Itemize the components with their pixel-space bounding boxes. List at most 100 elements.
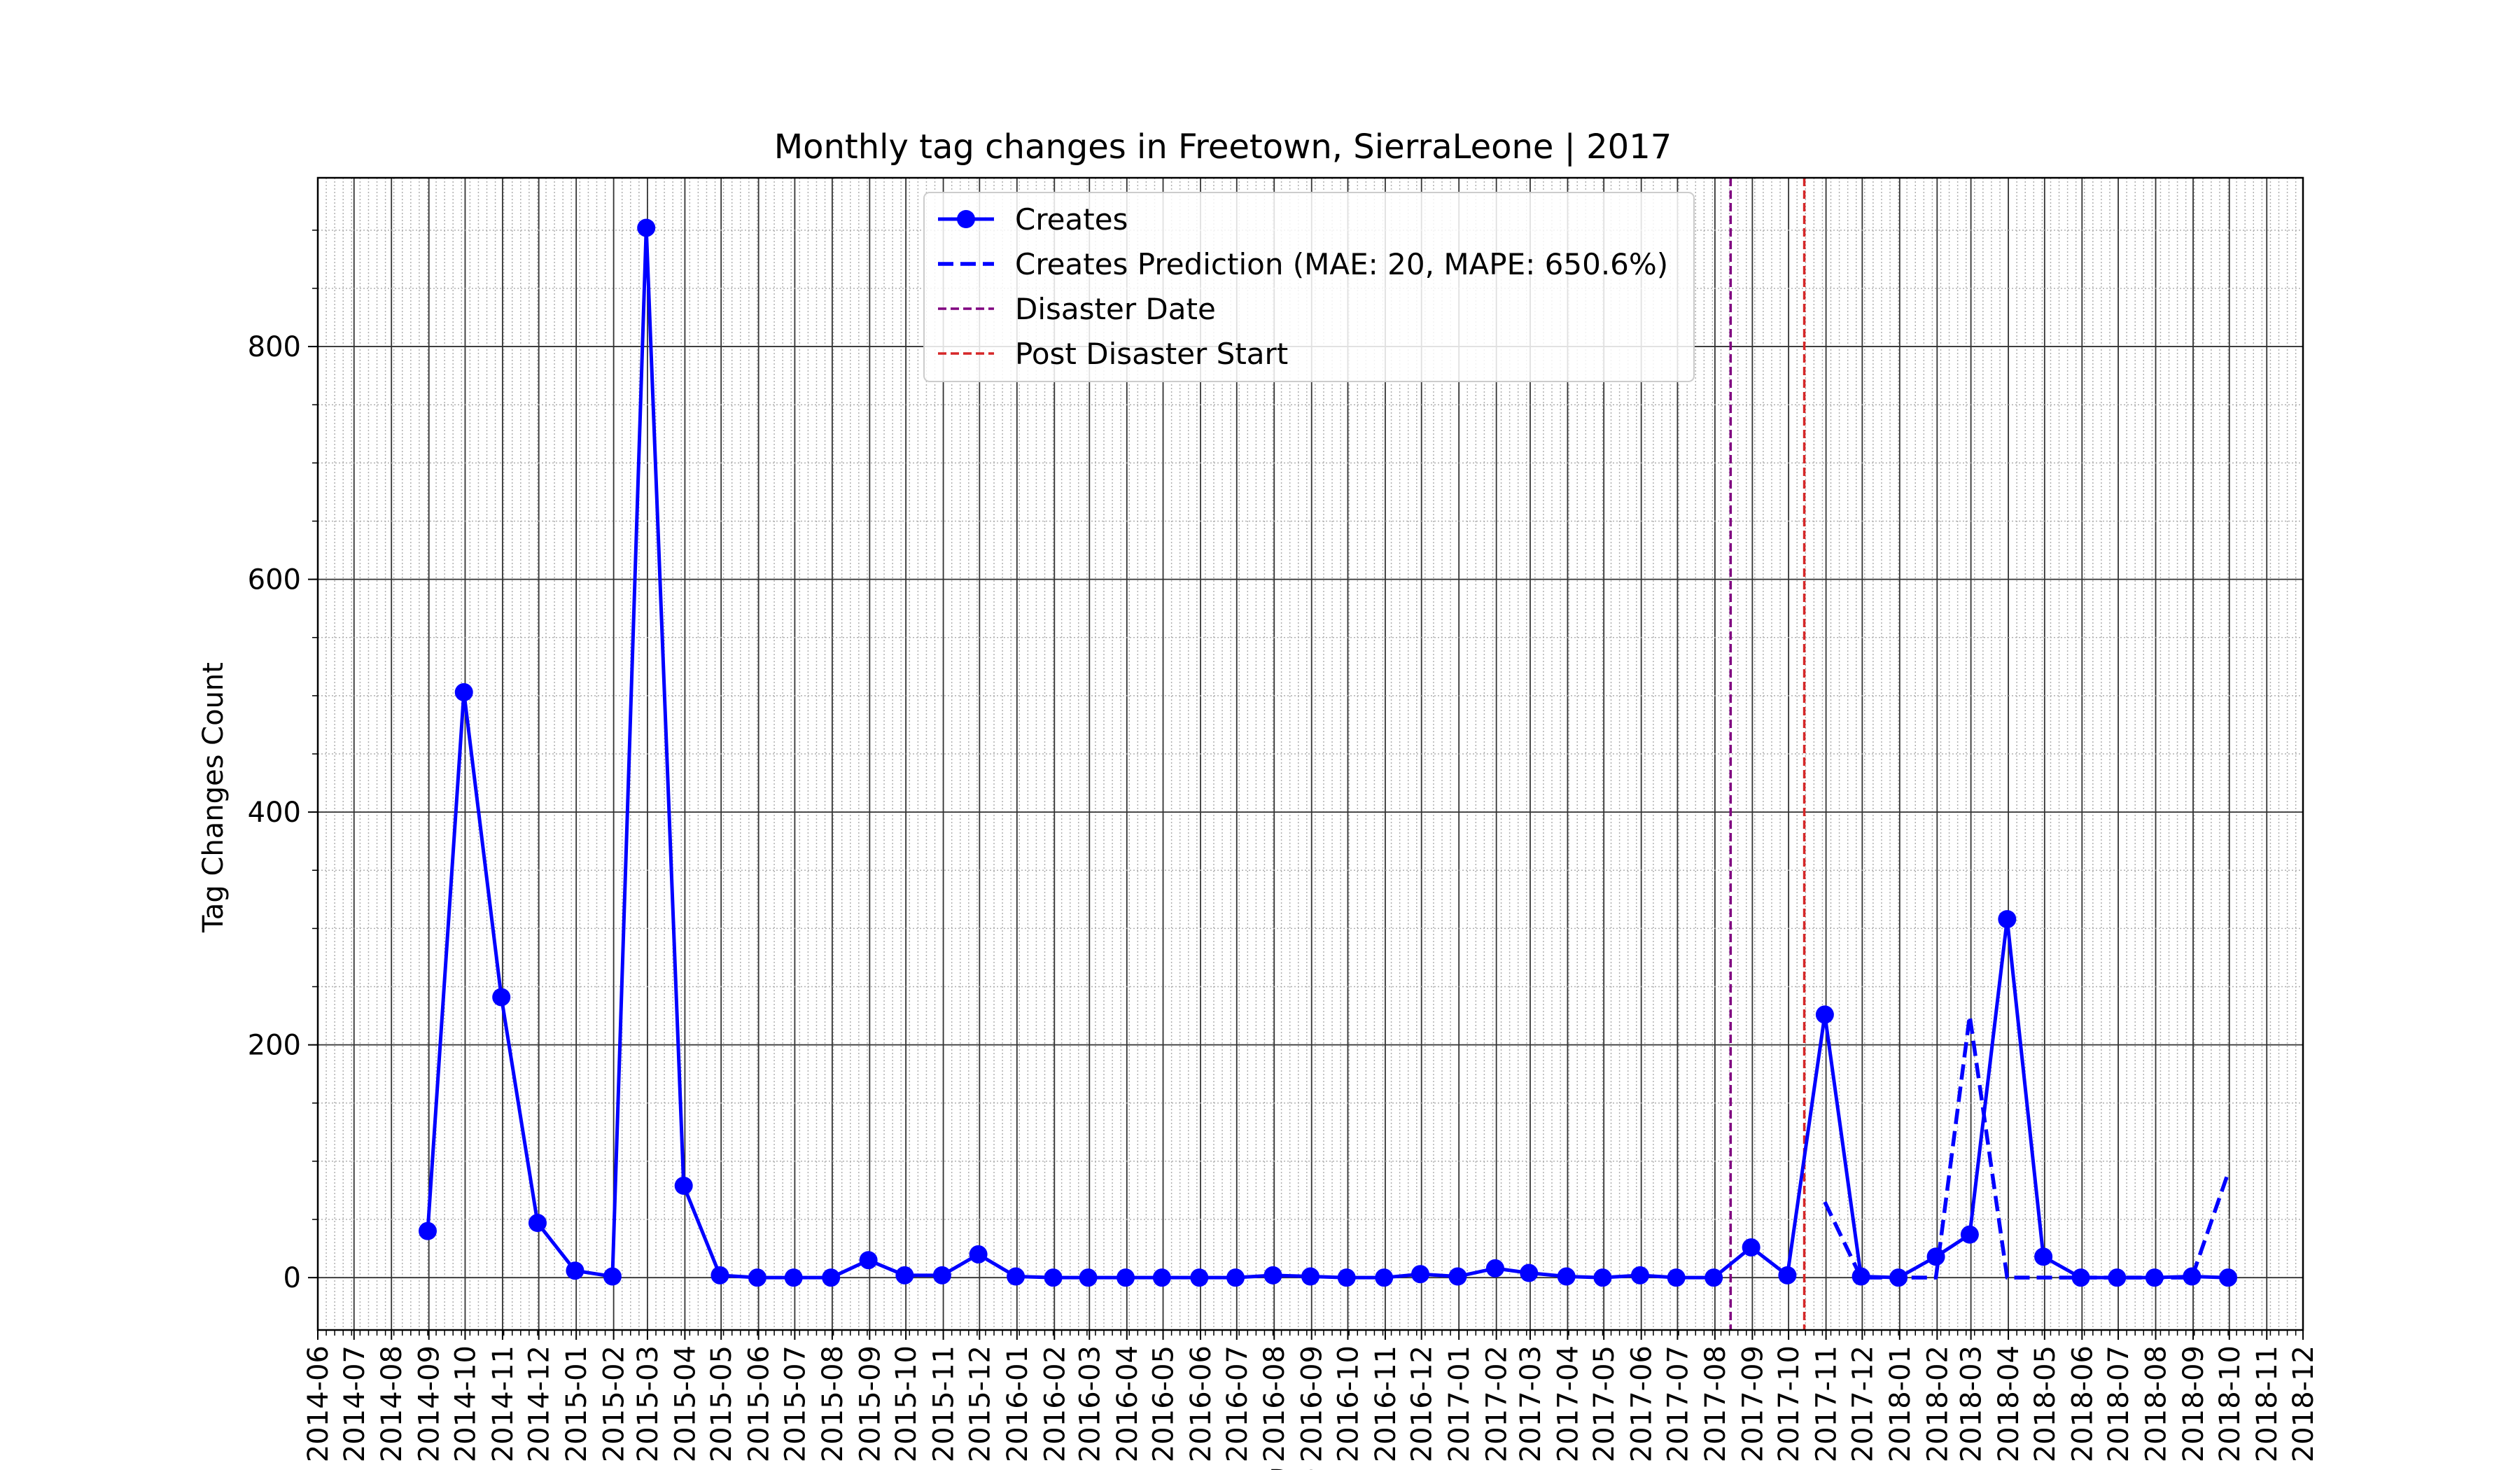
tick-label-x: 2015-06 (743, 1345, 776, 1462)
tick-label-x: 2016-09 (1296, 1345, 1329, 1462)
tick-label-x: 2015-09 (854, 1345, 886, 1462)
data-point (1998, 910, 2017, 929)
data-point (1960, 1225, 1979, 1244)
data-point (637, 218, 656, 237)
prediction-line (1823, 1014, 2230, 1280)
tick-label-x: 2016-02 (1039, 1345, 1071, 1462)
data-point (2034, 1247, 2053, 1266)
tick-label-x: 2014-08 (376, 1345, 408, 1462)
data-point (1375, 1268, 1394, 1287)
legend-label: Creates Prediction (MAE: 20, MAPE: 650.6… (1015, 247, 1668, 281)
tick-label-x: 2016-06 (1185, 1345, 1217, 1462)
tick-label-x: 2016-03 (1074, 1345, 1106, 1462)
data-point (895, 1266, 914, 1284)
tick-label-x: 2016-04 (1112, 1345, 1144, 1462)
data-point (2219, 1268, 2238, 1287)
tick-label-x: 2018-03 (1956, 1345, 1988, 1462)
data-point (1557, 1267, 1576, 1286)
tick-label-x: 2017-09 (1737, 1345, 1769, 1462)
tick-label-x: 2014-07 (339, 1345, 371, 1462)
tick-label-x: 2017-01 (1443, 1345, 1476, 1462)
tick-label-x: 2016-07 (1222, 1345, 1254, 1462)
data-point (2071, 1268, 2090, 1287)
tick-label-x: 2015-11 (928, 1345, 960, 1462)
tick-label-x: 2018-04 (1993, 1345, 2025, 1462)
tick-label-y: 0 (284, 1262, 301, 1294)
tick-label-x: 2016-08 (1259, 1345, 1291, 1462)
data-point (1593, 1268, 1612, 1287)
data-point (2183, 1267, 2202, 1286)
tick-label-x: 2015-04 (669, 1345, 701, 1462)
tick-label-x: 2016-01 (1002, 1345, 1034, 1462)
tick-label-x: 2018-06 (2066, 1345, 2099, 1462)
tick-label-x: 2017-06 (1626, 1345, 1658, 1462)
tick-label-x: 2015-07 (779, 1345, 811, 1462)
tick-label-x: 2014-06 (302, 1345, 335, 1462)
data-point (528, 1214, 547, 1233)
data-point (1116, 1268, 1135, 1287)
tick-label-x: 2018-12 (2288, 1345, 2320, 1462)
tick-label-x: 2018-09 (2178, 1345, 2210, 1462)
data-point (710, 1266, 729, 1284)
data-point (1667, 1268, 1686, 1287)
chart-title: Monthly tag changes in Freetown, SierraL… (774, 127, 1672, 167)
tick-label-x: 2017-07 (1662, 1345, 1694, 1462)
data-point (674, 1176, 693, 1195)
tick-label-x: 2014-09 (414, 1345, 446, 1462)
legend-label: Creates (1015, 202, 1128, 237)
data-point (454, 682, 473, 701)
tick-label-x: 2014-12 (524, 1345, 556, 1462)
data-point (1044, 1268, 1063, 1287)
tick-label-y: 400 (248, 797, 301, 829)
data-point (1410, 1265, 1429, 1284)
tick-label-x: 2017-02 (1481, 1345, 1513, 1462)
data-point (784, 1268, 803, 1287)
x-axis-label: Date (1268, 1464, 1336, 1470)
tick-label-x: 2018-05 (2029, 1345, 2062, 1462)
tick-label-y: 200 (248, 1030, 301, 1062)
tick-label-x: 2018-07 (2103, 1345, 2135, 1462)
ticks: 2014-06 2014-07 2014-08 2014-09 2014-10 2014-… (248, 230, 2320, 1462)
data-point (1742, 1238, 1760, 1256)
tick-label-x: 2015-10 (890, 1345, 923, 1462)
data-point (1301, 1267, 1320, 1286)
tick-label-x: 2018-08 (2141, 1345, 2173, 1462)
data-point (1778, 1266, 1797, 1284)
tick-label-x: 2015-12 (964, 1345, 996, 1462)
series (418, 218, 2238, 1287)
data-point (492, 988, 511, 1007)
data-point (1448, 1267, 1467, 1286)
tick-label-x: 2015-02 (598, 1345, 631, 1462)
tick-label-x: 2017-11 (1811, 1345, 1843, 1462)
data-point (1337, 1268, 1356, 1287)
tick-label-x: 2018-11 (2251, 1345, 2283, 1462)
data-point (418, 1222, 437, 1240)
vertical-lines (1729, 178, 1806, 1330)
data-point (1630, 1266, 1649, 1284)
y-axis-label: Tag Changes Count (197, 662, 230, 933)
data-point (969, 1245, 988, 1264)
tick-label-x: 2015-01 (561, 1345, 593, 1462)
data-point (932, 1266, 951, 1284)
legend: Creates Creates Prediction (MAE: 20, MAPE… (923, 192, 1695, 382)
tick-label-y: 800 (248, 331, 301, 363)
tick-label-x: 2017-04 (1552, 1345, 1584, 1462)
data-point (822, 1268, 841, 1287)
tick-label-x: 2014-11 (487, 1345, 519, 1462)
data-point (1079, 1268, 1098, 1287)
data-point (1152, 1268, 1171, 1287)
tick-label-x: 2018-02 (1921, 1345, 1954, 1462)
tick-label-x: 2015-05 (706, 1345, 738, 1462)
data-point (1190, 1268, 1209, 1287)
data-point (566, 1261, 584, 1280)
tick-label-x: 2018-10 (2214, 1345, 2246, 1462)
legend-marker (957, 210, 975, 228)
tick-label-x: 2017-10 (1773, 1345, 1805, 1462)
data-point (1226, 1268, 1245, 1287)
tick-label-x: 2015-03 (632, 1345, 664, 1462)
tick-label-x: 2017-12 (1847, 1345, 1879, 1462)
legend-label: Post Disaster Start (1015, 337, 1288, 371)
data-point (1007, 1267, 1026, 1286)
tick-label-x: 2016-11 (1370, 1345, 1402, 1462)
